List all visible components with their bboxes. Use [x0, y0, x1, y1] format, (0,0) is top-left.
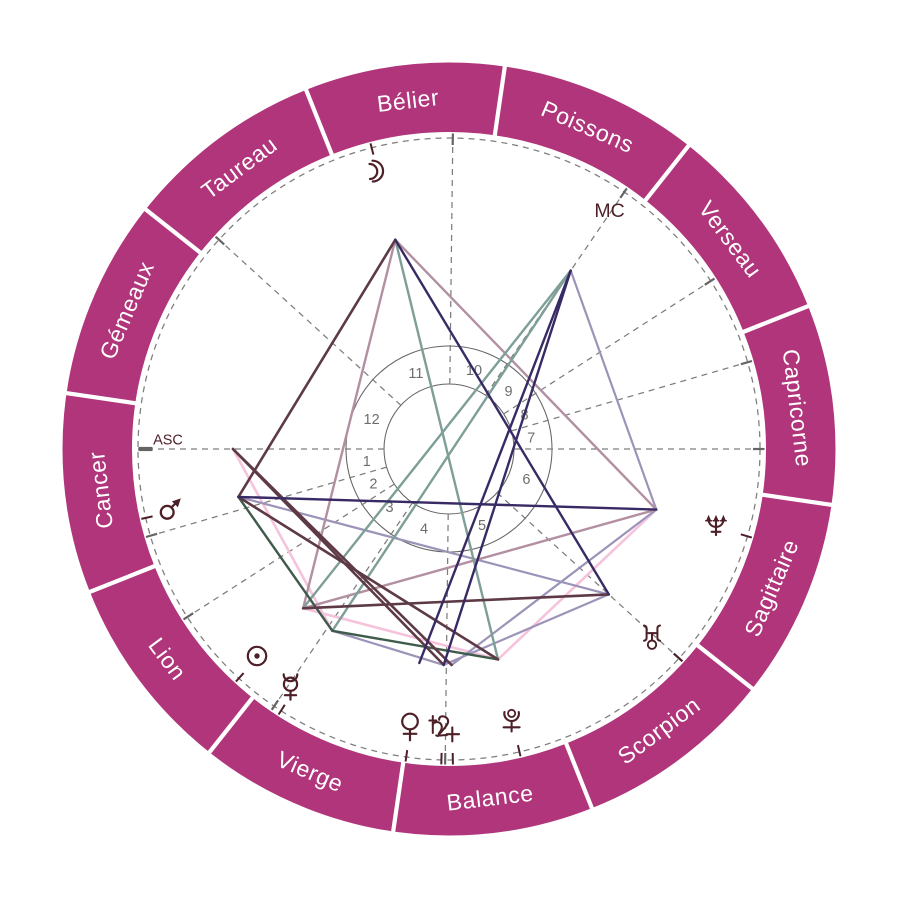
svg-text:12: 12 — [364, 412, 380, 428]
svg-text:6: 6 — [522, 472, 530, 488]
svg-text:4: 4 — [420, 521, 428, 537]
svg-text:MC: MC — [594, 200, 624, 222]
svg-text:9: 9 — [504, 384, 512, 400]
svg-text:7: 7 — [527, 430, 535, 446]
svg-text:ASC: ASC — [153, 433, 183, 449]
svg-text:11: 11 — [408, 366, 423, 382]
svg-text:2: 2 — [369, 476, 377, 492]
svg-text:5: 5 — [478, 518, 486, 534]
svg-text:1: 1 — [363, 454, 371, 470]
